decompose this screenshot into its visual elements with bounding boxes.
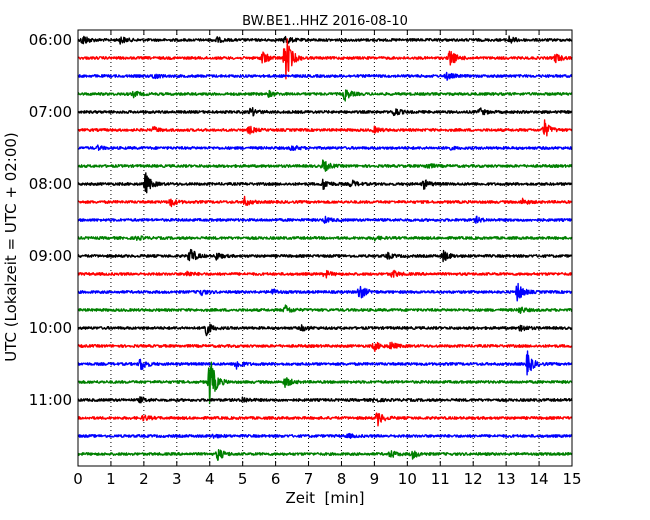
y-tick-label: 06:00 <box>29 31 72 49</box>
x-axis-ticks: 0 1 2 3 4 5 6 7 8 9 10 11 12 13 14 15 <box>73 30 582 488</box>
x-gridlines <box>110 30 540 466</box>
x-tick-label: 13 <box>497 470 516 488</box>
trace-line <box>77 144 573 152</box>
y-tick-label: 09:00 <box>29 247 72 265</box>
trace-line <box>77 282 573 302</box>
trace-line <box>77 449 573 461</box>
x-tick-label: 6 <box>271 470 281 488</box>
x-tick-label: 9 <box>370 470 380 488</box>
trace-line <box>77 195 573 208</box>
plot-frame <box>77 29 573 467</box>
trace-line <box>77 119 573 137</box>
x-tick-label: 2 <box>139 470 149 488</box>
trace-line <box>77 304 573 315</box>
trace-line <box>77 412 573 427</box>
trace-group <box>77 35 573 461</box>
x-axis-label: Zeit [min] <box>285 489 364 507</box>
trace-line <box>77 38 573 80</box>
y-tick-label: 07:00 <box>29 103 72 121</box>
trace-line <box>77 341 573 353</box>
trace-line <box>77 215 573 224</box>
x-tick-label: 15 <box>562 470 581 488</box>
trace-line <box>77 106 573 117</box>
trace-line <box>77 361 573 405</box>
x-tick-label: 11 <box>431 470 450 488</box>
trace-line <box>77 35 573 45</box>
y-tick-label: 11:00 <box>29 391 72 409</box>
trace-line <box>77 323 573 337</box>
trace-line <box>77 396 573 404</box>
plot-border <box>77 29 573 467</box>
x-tick-label: 12 <box>464 470 483 488</box>
trace-line <box>77 172 573 194</box>
x-tick-label: 3 <box>172 470 182 488</box>
x-tick-label: 10 <box>398 470 417 488</box>
trace-line <box>77 269 573 279</box>
x-tick-label: 7 <box>304 470 314 488</box>
x-tick-label: 4 <box>205 470 215 488</box>
trace-line <box>77 432 573 439</box>
trace-line <box>77 235 573 242</box>
trace-line <box>77 159 573 172</box>
y-axis-label: UTC (Lokalzeit = UTC + 02:00) <box>2 132 20 362</box>
x-tick-label: 8 <box>337 470 347 488</box>
y-tick-label: 08:00 <box>29 175 72 193</box>
y-axis-ticks: 06:00 07:00 08:00 09:00 10:00 11:00 <box>29 31 572 409</box>
trace-line <box>77 89 573 102</box>
chart-title: BW.BE1..HHZ 2016-08-10 <box>242 14 408 29</box>
x-tick-label: 1 <box>106 470 116 488</box>
x-tick-label: 14 <box>530 470 549 488</box>
trace-line <box>77 71 573 81</box>
x-tick-label: 0 <box>73 470 83 488</box>
trace-line <box>77 350 573 376</box>
y-tick-label: 10:00 <box>29 319 72 337</box>
trace-line <box>77 248 573 263</box>
x-tick-label: 5 <box>238 470 248 488</box>
